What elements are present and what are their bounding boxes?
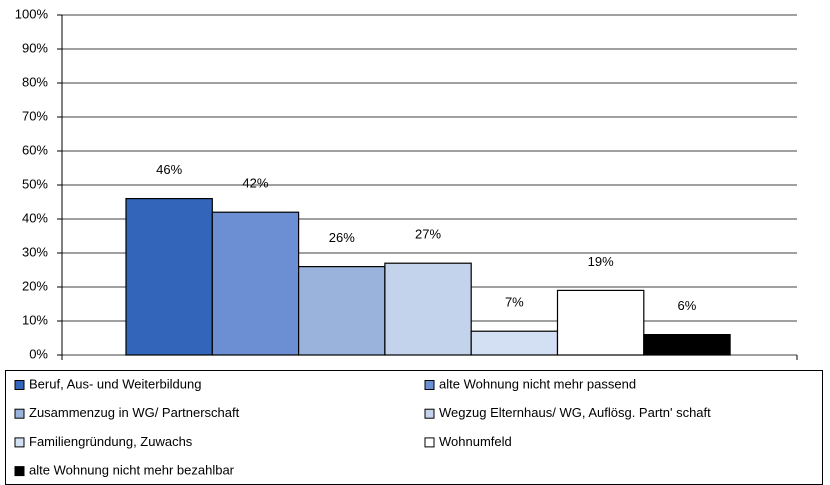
y-tick-label: 100% [15,6,49,21]
legend-label: Beruf, Aus- und Weiterbildung [29,376,201,391]
y-tick-label: 30% [22,244,48,259]
bar [470,330,559,356]
legend-swatch [14,437,25,448]
legend-label: Wohnumfeld [439,434,512,449]
legend-swatch [424,437,435,448]
legend-label: alte Wohnung nicht mehr passend [439,376,636,391]
y-tick-label: 50% [22,176,48,191]
bar [643,334,731,356]
bar [298,266,386,356]
y-tick-label: 70% [22,108,48,123]
y-tick-label: 0% [29,346,48,361]
legend-label: Zusammenzug in WG/ Partnerschaft [29,405,240,420]
legend-label: alte Wohnung nicht mehr bezahlbar [29,463,235,478]
data-label: 6% [678,298,697,313]
y-tick-label: 60% [22,142,48,157]
legend-swatch [14,408,25,419]
legend-swatch [424,380,435,390]
y-tick-label: 40% [22,210,48,225]
legend-swatch [424,408,435,419]
legend-swatch [14,466,25,477]
bar [384,262,472,356]
y-tick-label: 80% [22,74,48,89]
y-tick-label: 90% [22,40,48,55]
data-label: 42% [242,176,268,191]
bar [125,198,213,356]
y-tick-label: 20% [22,278,48,293]
data-label: 46% [156,162,182,177]
data-label: 27% [415,227,441,242]
data-label: 7% [505,295,524,310]
bar [211,211,300,356]
bar [556,289,645,356]
legend-label: Wegzug Elternhaus/ WG, Auflösg. Partn' s… [439,405,711,420]
legend-label: Familiengründung, Zuwachs [29,434,193,449]
legend-swatch [14,380,25,390]
y-tick-label: 10% [22,312,48,327]
data-label: 26% [329,230,355,245]
data-label: 19% [588,254,614,269]
